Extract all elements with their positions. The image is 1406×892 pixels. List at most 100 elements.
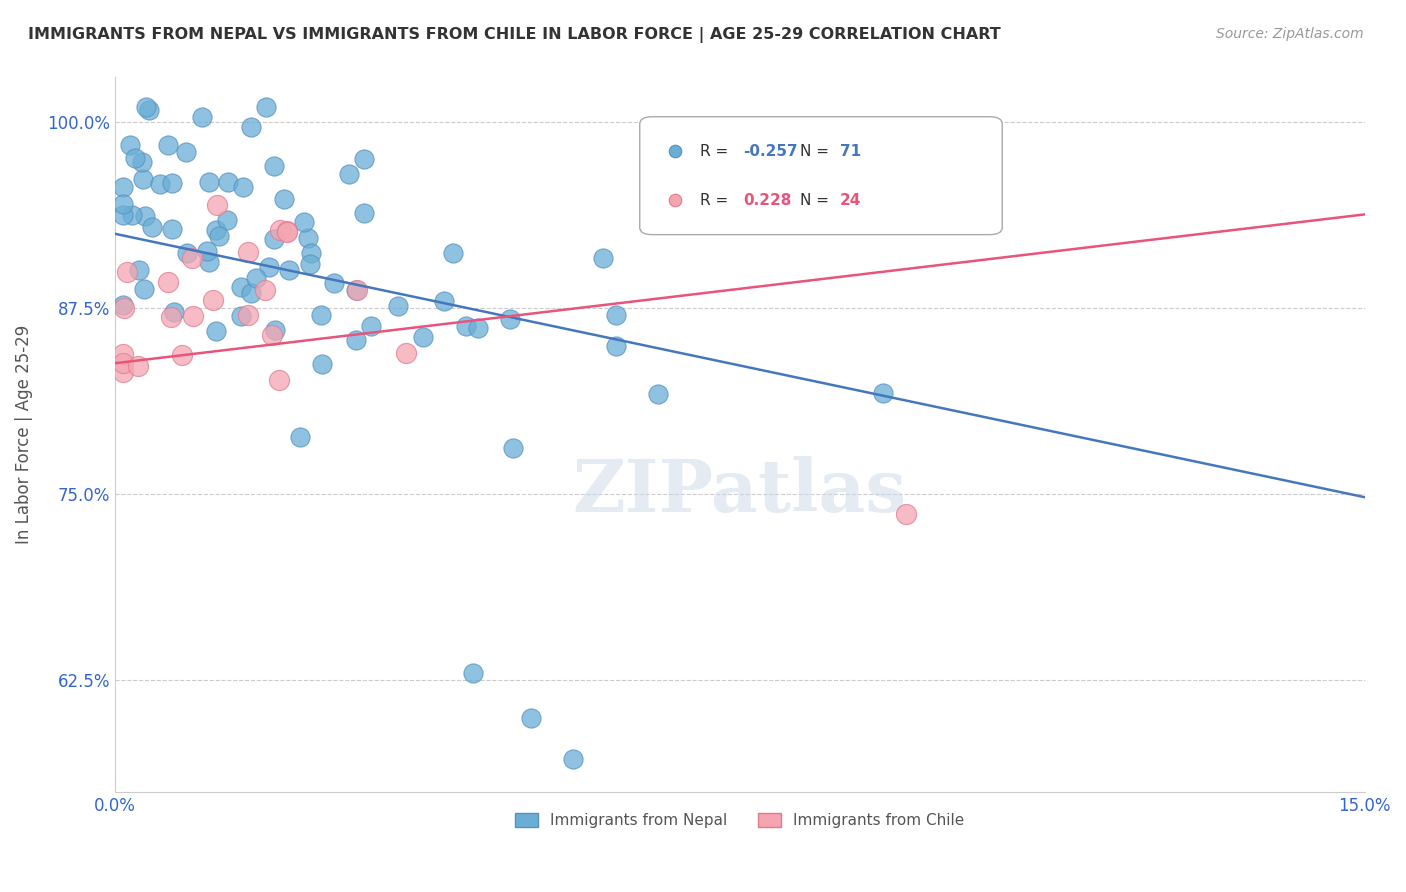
Point	[353, 152, 375, 166]
Point	[132, 172, 155, 186]
Point	[562, 752, 585, 766]
Point	[339, 167, 361, 181]
Point	[395, 346, 418, 360]
Point	[134, 209, 156, 223]
Point	[239, 286, 262, 301]
Point	[115, 265, 138, 279]
Point	[112, 347, 135, 361]
Point	[198, 175, 221, 189]
Point	[605, 339, 627, 353]
Point	[311, 309, 333, 323]
Point	[160, 310, 183, 325]
Point	[195, 244, 218, 258]
Point	[229, 280, 252, 294]
Text: 71: 71	[839, 144, 860, 159]
Point	[344, 333, 367, 347]
Point	[387, 299, 409, 313]
Point	[245, 270, 267, 285]
Point	[292, 215, 315, 229]
Point	[267, 373, 290, 387]
Point	[157, 275, 180, 289]
Point	[205, 198, 228, 212]
Point	[605, 308, 627, 322]
Point	[269, 222, 291, 236]
Point	[254, 283, 277, 297]
Point	[276, 225, 298, 239]
Point	[499, 311, 522, 326]
Point	[160, 176, 183, 190]
Point	[239, 120, 262, 135]
Point	[433, 294, 456, 309]
Text: 24: 24	[839, 193, 860, 208]
Point	[353, 206, 375, 220]
Point	[520, 710, 543, 724]
Point	[276, 224, 298, 238]
Point	[112, 208, 135, 222]
Point	[138, 103, 160, 117]
Point	[278, 263, 301, 277]
Text: N =: N =	[800, 193, 834, 208]
Text: Source: ZipAtlas.com: Source: ZipAtlas.com	[1216, 27, 1364, 41]
Point	[112, 180, 135, 194]
Point	[467, 321, 489, 335]
Point	[297, 231, 319, 245]
FancyBboxPatch shape	[640, 117, 1002, 235]
Point	[346, 283, 368, 297]
Point	[131, 155, 153, 169]
Text: -0.257: -0.257	[744, 144, 799, 159]
Point	[254, 100, 277, 114]
Point	[236, 308, 259, 322]
Point	[181, 251, 204, 265]
Point	[204, 325, 226, 339]
Point	[201, 293, 224, 307]
Point	[441, 246, 464, 260]
Point	[346, 283, 368, 297]
Point	[288, 430, 311, 444]
Point	[238, 244, 260, 259]
Point	[323, 277, 346, 291]
Point	[263, 159, 285, 173]
Point	[647, 387, 669, 401]
Text: ZIPatlas: ZIPatlas	[572, 457, 907, 527]
Point	[112, 356, 135, 370]
Point	[190, 110, 212, 124]
Point	[141, 220, 163, 235]
Point	[311, 357, 333, 371]
Point	[360, 318, 382, 333]
Point	[454, 319, 477, 334]
Point	[257, 260, 280, 274]
Point	[128, 263, 150, 277]
Text: N =: N =	[800, 144, 834, 159]
Text: R =: R =	[700, 193, 733, 208]
Point	[174, 145, 197, 159]
Point	[160, 222, 183, 236]
Text: R =: R =	[700, 144, 733, 159]
Point	[502, 441, 524, 455]
Point	[260, 328, 283, 343]
Point	[412, 330, 434, 344]
Point	[638, 130, 661, 145]
Point	[205, 223, 228, 237]
Point	[299, 246, 322, 260]
Point	[229, 310, 252, 324]
Point	[872, 386, 894, 401]
Y-axis label: In Labor Force | Age 25-29: In Labor Force | Age 25-29	[15, 325, 32, 544]
Text: IMMIGRANTS FROM NEPAL VS IMMIGRANTS FROM CHILE IN LABOR FORCE | AGE 25-29 CORREL: IMMIGRANTS FROM NEPAL VS IMMIGRANTS FROM…	[28, 27, 1001, 43]
Point	[263, 232, 285, 246]
Point	[127, 359, 149, 374]
Point	[112, 365, 135, 379]
Legend: Immigrants from Nepal, Immigrants from Chile: Immigrants from Nepal, Immigrants from C…	[509, 807, 970, 834]
Point	[215, 212, 238, 227]
Text: 0.228: 0.228	[744, 193, 792, 208]
Point	[156, 137, 179, 152]
Point	[232, 180, 254, 194]
Point	[149, 177, 172, 191]
Point	[134, 282, 156, 296]
Point	[124, 152, 146, 166]
Point	[121, 208, 143, 222]
Point	[592, 251, 614, 265]
Point	[163, 305, 186, 319]
Point	[181, 309, 204, 323]
Point	[208, 229, 231, 244]
Point	[273, 193, 295, 207]
